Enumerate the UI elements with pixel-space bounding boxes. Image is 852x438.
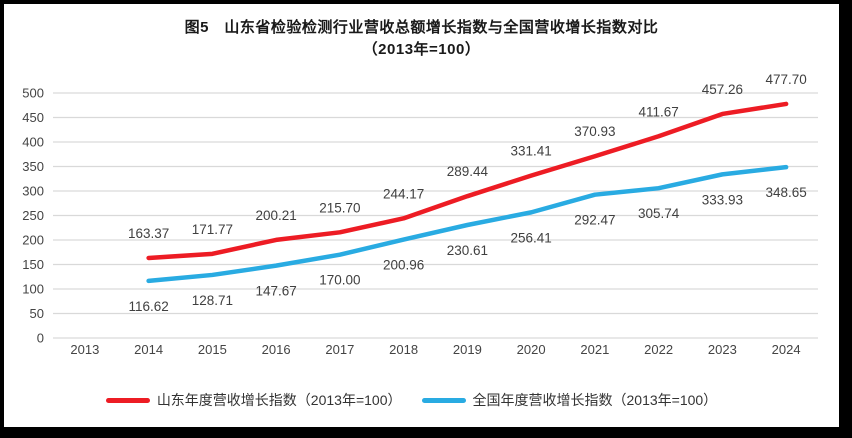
data-label: 331.41 [510, 144, 551, 159]
data-label: 163.37 [128, 226, 169, 241]
data-label: 256.41 [510, 230, 551, 245]
data-label: 333.93 [702, 192, 743, 207]
y-axis-tick-label: 300 [22, 184, 44, 199]
y-axis-tick-label: 450 [22, 110, 44, 125]
data-label: 457.26 [702, 82, 743, 97]
data-label: 170.00 [319, 273, 360, 288]
data-label: 171.77 [192, 222, 233, 237]
x-axis-tick-label: 2016 [262, 342, 291, 357]
x-axis-tick-label: 2018 [389, 342, 418, 357]
x-axis-tick-label: 2021 [580, 342, 609, 357]
data-label: 230.61 [447, 243, 488, 258]
x-axis-tick-label: 2013 [70, 342, 99, 357]
data-label: 200.21 [255, 208, 296, 223]
x-axis-tick-label: 2015 [198, 342, 227, 357]
data-label: 215.70 [319, 200, 360, 215]
y-axis-tick-label: 100 [22, 282, 44, 297]
data-label: 305.74 [638, 206, 680, 221]
legend-label-national: 全国年度营收增长指数（2013年=100） [472, 392, 718, 408]
series-line-1 [146, 164, 789, 284]
x-axis-tick-label: 2014 [134, 342, 163, 357]
data-label: 370.93 [574, 124, 615, 139]
legend-swatch-shandong-line [105, 397, 150, 403]
series-line-0 [146, 101, 789, 261]
x-axis-tick-label: 2017 [325, 342, 354, 357]
data-label: 244.17 [383, 186, 424, 201]
y-axis-tick-label: 50 [30, 306, 44, 321]
chart-legend: 山东年度营收增长指数（2013年=100） 全国年度营收增长指数（2013年=1… [4, 390, 839, 410]
y-axis-tick-label: 350 [22, 159, 44, 174]
x-axis-tick-label: 2023 [708, 342, 737, 357]
data-label: 292.47 [574, 213, 615, 228]
y-axis-tick-label: 0 [37, 331, 44, 346]
y-axis-tick-label: 500 [22, 86, 44, 101]
x-axis-tick-label: 2024 [772, 342, 801, 357]
line-chart: 0 50 100 150 200 250 300 350 400 450 500 2013 2014 20… [22, 72, 818, 357]
x-axis-tick-label: 2019 [453, 342, 482, 357]
data-label: 128.71 [192, 293, 233, 308]
data-label: 411.67 [638, 104, 678, 119]
data-label: 116.62 [128, 299, 168, 314]
chart-title: 图5 山东省检验检测行业营收总额增长指数与全国营收增长指数对比 （2013年=1… [4, 17, 839, 61]
chart-title-line1: 图5 山东省检验检测行业营收总额增长指数与全国营收增长指数对比 [184, 19, 659, 36]
data-label: 200.96 [383, 258, 424, 273]
data-label: 147.67 [255, 284, 296, 299]
x-axis-tick-label: 2020 [517, 342, 546, 357]
y-axis-tick-label: 250 [22, 208, 44, 223]
y-axis-tick-label: 400 [22, 135, 44, 150]
chart-panel: 图5 山东省检验检测行业营收总额增长指数与全国营收增长指数对比 （2013年=1… [4, 4, 839, 427]
x-axis-tick-label: 2022 [644, 342, 673, 357]
data-label: 289.44 [447, 164, 489, 179]
chart-title-line2: （2013年=100） [362, 41, 481, 58]
legend-swatch-national-line [421, 397, 466, 403]
data-label: 348.65 [765, 185, 806, 200]
y-axis-tick-label: 200 [22, 233, 44, 248]
legend-label-shandong: 山东年度营收增长指数（2013年=100） [156, 392, 402, 408]
y-axis-tick-label: 150 [22, 257, 44, 272]
data-label: 477.70 [765, 72, 806, 87]
